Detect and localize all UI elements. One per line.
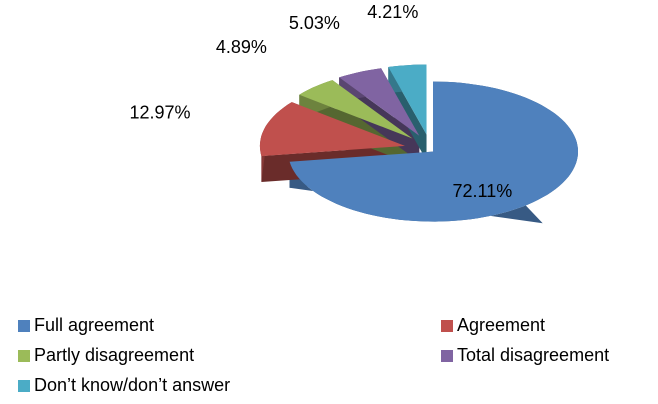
- data-label: 72.11%: [453, 181, 513, 201]
- legend-swatch: [18, 350, 30, 362]
- legend-label: Agreement: [457, 315, 545, 335]
- legend-label: Don’t know/don’t answer: [34, 375, 230, 395]
- legend-swatch: [18, 380, 30, 392]
- legend-swatch: [441, 350, 453, 362]
- data-label: 4.89%: [216, 37, 267, 57]
- data-label: 5.03%: [289, 13, 340, 33]
- slice: [299, 80, 413, 139]
- slice: [259, 102, 405, 157]
- legend-label: Full agreement: [34, 315, 154, 335]
- slice: [339, 68, 420, 136]
- legend-swatch: [441, 320, 453, 332]
- data-label: 4.21%: [367, 2, 418, 22]
- legend-label: Total disagreement: [457, 345, 609, 365]
- legend-label: Partly disagreement: [34, 345, 194, 365]
- slice: [289, 81, 578, 222]
- data-label: 12.97%: [129, 103, 190, 123]
- legend-swatch: [18, 320, 30, 332]
- slice: [388, 64, 427, 135]
